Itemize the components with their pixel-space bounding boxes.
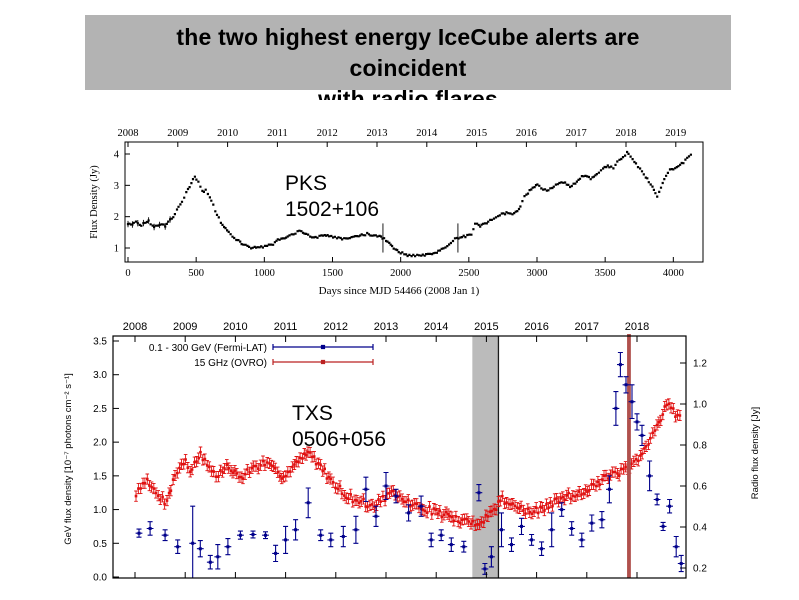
pks-y-axis-title: Flux Density (Jy) — [89, 165, 100, 239]
pks-day-tick-label: 4000 — [663, 268, 684, 279]
ovro-data-points — [134, 402, 682, 527]
txs-source-label: TXS — [292, 402, 333, 425]
pks-year-tick-label: 2012 — [317, 128, 338, 139]
txs-right-tick-label: 0.6 — [693, 482, 707, 493]
pks-day-tick-label: 1000 — [254, 268, 275, 279]
pks-chart-svg: 2008 2009 2010 2011 2012 2013 2014 2015 2016 2017… — [89, 128, 704, 297]
pks-flux-tick-label: 4 — [114, 150, 120, 161]
pks-flux-tick-label: 2 — [114, 212, 119, 223]
pks-year-tick-label: 2011 — [267, 128, 288, 139]
txs-left-tick-label: 2.5 — [93, 404, 107, 415]
txs-year-tick-label: 2008 — [123, 321, 147, 333]
txs-left-tick-label: 2.0 — [93, 438, 107, 449]
txs-right-tick-label: 0.4 — [693, 523, 707, 534]
pks-1502-106-light-curve-chart: 2008 2009 2010 2011 2012 2013 2014 2015 2016 2017… — [85, 110, 725, 308]
legend-marker — [272, 359, 374, 365]
txs-left-axis-title: GeV flux density [10⁻⁷ photons cm⁻² s⁻¹] — [63, 373, 74, 545]
pks-year-tick-label: 2010 — [217, 128, 238, 139]
pks-year-tick-label: 2008 — [118, 128, 139, 139]
txs-left-tick-label: 1.0 — [93, 505, 107, 516]
pks-error-bars — [127, 216, 171, 231]
pks-day-tick-label: 2500 — [458, 268, 479, 279]
pks-source-label: 1502+106 — [285, 198, 379, 221]
txs-year-tick-label: 2010 — [223, 321, 247, 333]
txs-year-tick-label: 2018 — [625, 321, 649, 333]
txs-left-tick-label: 3.5 — [93, 336, 107, 347]
txs-left-tick-label: 1.5 — [93, 471, 107, 482]
txs-chart-svg: 2008 2009 2010 2011 2012 2013 2014 2015 2016 2017… — [63, 321, 761, 584]
pks-year-tick-label: 2014 — [416, 128, 438, 139]
slide-title-text: the two highest energy IceCube alerts ar… — [85, 15, 731, 100]
pks-x-axis-title: Days since MJD 54466 (2008 Jan 1) — [319, 285, 480, 297]
legend-label: 0.1 - 300 GeV (Fermi-LAT) — [149, 343, 267, 354]
title-line-1: the two highest energy IceCube alerts ar… — [176, 24, 640, 50]
pks-year-tick-label: 2018 — [616, 128, 637, 139]
legend-label: 15 GHz (OVRO) — [194, 358, 267, 369]
pks-year-tick-label: 2015 — [466, 128, 487, 139]
pks-flux-tick-label: 1 — [114, 244, 119, 255]
txs-year-tick-label: 2017 — [575, 321, 599, 333]
pks-radio-data-points — [126, 150, 692, 258]
txs-left-tick-label: 0.5 — [93, 539, 107, 550]
pks-year-tick-label: 2009 — [167, 128, 188, 139]
pks-year-tick-label: 2017 — [566, 128, 587, 139]
txs-year-tick-label: 2015 — [474, 321, 498, 333]
txs-left-tick-label: 0.0 — [93, 573, 107, 584]
pks-day-tick-label: 3500 — [595, 268, 616, 279]
txs-right-tick-label: 0.8 — [693, 441, 707, 452]
pks-day-tick-label: 2000 — [390, 268, 411, 279]
fermi-data-points — [137, 363, 683, 571]
legend-marker — [272, 344, 374, 350]
pks-day-tick-label: 3000 — [526, 268, 547, 279]
txs-right-tick-label: 0.2 — [693, 564, 707, 575]
neutrino-flare-band — [472, 336, 499, 578]
txs-year-tick-label: 2009 — [173, 321, 197, 333]
title-banner-background — [85, 15, 731, 90]
pks-flux-tick-label: 3 — [114, 181, 119, 192]
pks-year-tick-label: 2016 — [516, 128, 537, 139]
pks-day-tick-label: 500 — [188, 268, 204, 279]
pks-year-tick-label: 2019 — [665, 128, 686, 139]
slide-title: the two highest energy IceCube alerts ar… — [85, 15, 731, 100]
txs-year-tick-label: 2013 — [374, 321, 398, 333]
txs-right-axis-title: Radio flux density [Jy] — [750, 407, 761, 499]
txs-year-tick-label: 2014 — [424, 321, 448, 333]
txs-0506-056-light-curve-chart: 2008 2009 2010 2011 2012 2013 2014 2015 2016 2017… — [55, 303, 799, 600]
ovro-error-bars — [134, 398, 682, 531]
pks-source-label: PKS — [285, 172, 327, 195]
txs-year-tick-label: 2012 — [324, 321, 348, 333]
pks-day-tick-label: 0 — [125, 268, 130, 279]
pks-day-tick-label: 1500 — [322, 268, 343, 279]
fermi-error-bars — [135, 351, 685, 579]
txs-year-tick-label: 2011 — [274, 321, 298, 333]
title-line-3: with radio flares — [318, 86, 498, 100]
txs-year-tick-label: 2016 — [524, 321, 548, 333]
txs-source-label: 0506+056 — [292, 428, 386, 451]
title-line-2: coincident — [349, 55, 467, 81]
pks-plot-frame — [124, 141, 704, 263]
pks-year-tick-label: 2013 — [367, 128, 388, 139]
txs-right-tick-label: 1.0 — [693, 400, 707, 411]
txs-left-tick-label: 3.0 — [93, 370, 107, 381]
txs-right-tick-label: 1.2 — [693, 359, 707, 370]
txs-plot-frame — [112, 335, 687, 579]
